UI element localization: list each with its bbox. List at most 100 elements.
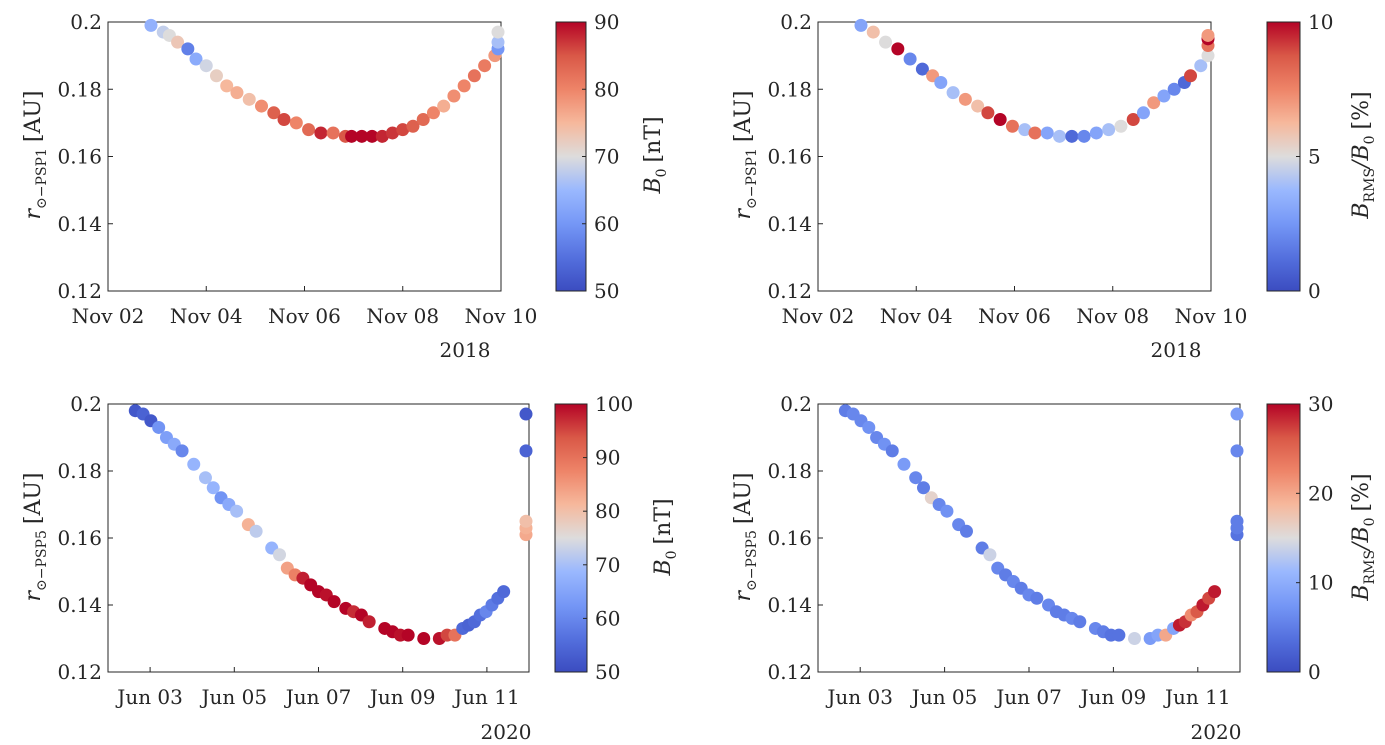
y-axis-label-sub: ⊙−PSP5 (34, 530, 50, 591)
data-point (1194, 59, 1208, 73)
data-point (897, 457, 911, 471)
x-tick-label: Nov 06 (268, 304, 341, 328)
panel-brms-psp5: 0.12 0.14 0.16 0.18 0.2 Jun 03 Jun 05 Jun 07 Ju… (731, 392, 1378, 744)
data-point (1230, 514, 1244, 528)
colorbar-tick-label: 80 (594, 77, 619, 101)
x-tick-label: Jun 09 (368, 685, 436, 709)
data-point (1089, 126, 1103, 140)
x-tick-label: Jun 03 (115, 685, 183, 709)
data-point (175, 444, 189, 458)
data-point (1230, 444, 1244, 458)
colorbar-label-sub2: 0 (1362, 135, 1378, 144)
y-tick-label: 0.2 (780, 10, 812, 34)
data-point (314, 126, 328, 140)
data-point (1073, 615, 1087, 629)
data-point (497, 585, 511, 599)
data-point (326, 126, 340, 140)
colorbar-label-unit: [%] (1349, 91, 1374, 129)
y-tick-label: 0.14 (767, 212, 812, 236)
data-point (909, 471, 923, 485)
y-axis-label-sub: ⊙−PSP5 (744, 530, 760, 591)
x-tick-label: Nov 10 (1175, 304, 1248, 328)
data-point (1201, 49, 1215, 63)
x-tick-label: Nov 02 (782, 304, 855, 328)
y-tick-label: 0.18 (767, 459, 812, 483)
colorbar-tick-label: 60 (594, 212, 619, 236)
colorbar-tick-label: 0 (1308, 279, 1321, 303)
colorbar-tick-label: 0 (1308, 660, 1321, 684)
x-tick-label: Jun 11 (1163, 685, 1231, 709)
data-point (327, 595, 341, 609)
data-point (915, 62, 929, 76)
data-point (416, 113, 430, 127)
data-point (891, 42, 905, 56)
data-point (255, 99, 269, 113)
y-axis-label-main: r (21, 589, 46, 601)
x-tick-label: Jun 03 (825, 685, 893, 709)
colorbar-tick-label: 70 (595, 553, 620, 577)
data-point (1230, 407, 1244, 421)
colorbar-label-main: B (1349, 202, 1374, 219)
y-tick-label: 0.12 (767, 660, 812, 684)
y-axis-label-unit: [AU] (731, 91, 756, 143)
panel-brms-psp1: 0.12 0.14 0.16 0.18 0.2 Nov 02 Nov 04 Nov 06 No… (731, 10, 1378, 362)
colorbar-label-sub: RMS (1362, 550, 1378, 584)
data-point (1114, 119, 1128, 133)
data-point (401, 628, 415, 642)
data-point (1040, 126, 1054, 140)
data-point (1128, 632, 1141, 645)
data-point (198, 471, 212, 485)
colorbar-label-main: B (651, 559, 676, 576)
y-axis-label: r⊙−PSP1 [AU] (731, 91, 760, 220)
data-point (386, 126, 400, 140)
data-point (993, 113, 1007, 127)
x-year-label: 2020 (1191, 720, 1242, 744)
data-point (1201, 28, 1215, 42)
data-point (273, 548, 287, 562)
data-point (1112, 628, 1126, 642)
y-tick-label: 0.2 (780, 392, 812, 416)
colorbar-tick-label: 80 (595, 499, 620, 523)
data-point (1065, 129, 1079, 143)
y-tick-label: 0.12 (767, 279, 812, 303)
colorbar-tick-label: 90 (594, 10, 619, 34)
panel-b0-psp5: 0.12 0.14 0.16 0.18 0.2 Jun 03 Jun 05 Jun 07 Ju… (21, 392, 680, 744)
y-tick-label: 0.16 (767, 145, 812, 169)
x-tick-label: Nov 04 (880, 304, 953, 328)
x-tick-label: Nov 04 (170, 304, 243, 328)
x-tick-label: Jun 05 (910, 685, 978, 709)
data-point (940, 504, 954, 518)
colorbar-label-sub2: 0 (1362, 517, 1378, 526)
data-point (426, 106, 440, 120)
colorbar (555, 21, 587, 292)
y-axis-label-unit: [AU] (21, 473, 46, 525)
colorbar-label-mid: /B (1349, 526, 1374, 552)
data-point (267, 106, 281, 120)
data-point (362, 615, 376, 629)
data-point (181, 42, 195, 56)
axes-box (817, 21, 1212, 292)
data-point (230, 504, 244, 518)
y-tick-label: 0.14 (57, 212, 102, 236)
y-tick-label: 0.16 (767, 526, 812, 550)
colorbar-label-unit: [nT] (651, 498, 676, 544)
data-point (1028, 126, 1042, 140)
data-point (971, 99, 985, 113)
colorbar-label: BRMS/B0 [%] (1349, 91, 1378, 219)
data-point (519, 444, 533, 458)
x-tick-label: Jun 05 (200, 685, 268, 709)
y-tick-label: 0.16 (57, 145, 102, 169)
data-point (519, 514, 533, 528)
colorbar-label-unit: [nT] (641, 116, 666, 162)
y-axis-label: r⊙−PSP1 [AU] (21, 91, 50, 220)
colorbar-tick-label: 30 (1308, 392, 1333, 416)
y-tick-label: 0.18 (57, 77, 102, 101)
axes-box (107, 21, 502, 292)
data-point (1167, 82, 1181, 96)
data-point (144, 18, 158, 32)
data-point (1184, 69, 1198, 83)
data-point (437, 99, 451, 113)
data-point (1030, 591, 1044, 605)
data-point (289, 116, 303, 130)
data-point (491, 25, 505, 39)
